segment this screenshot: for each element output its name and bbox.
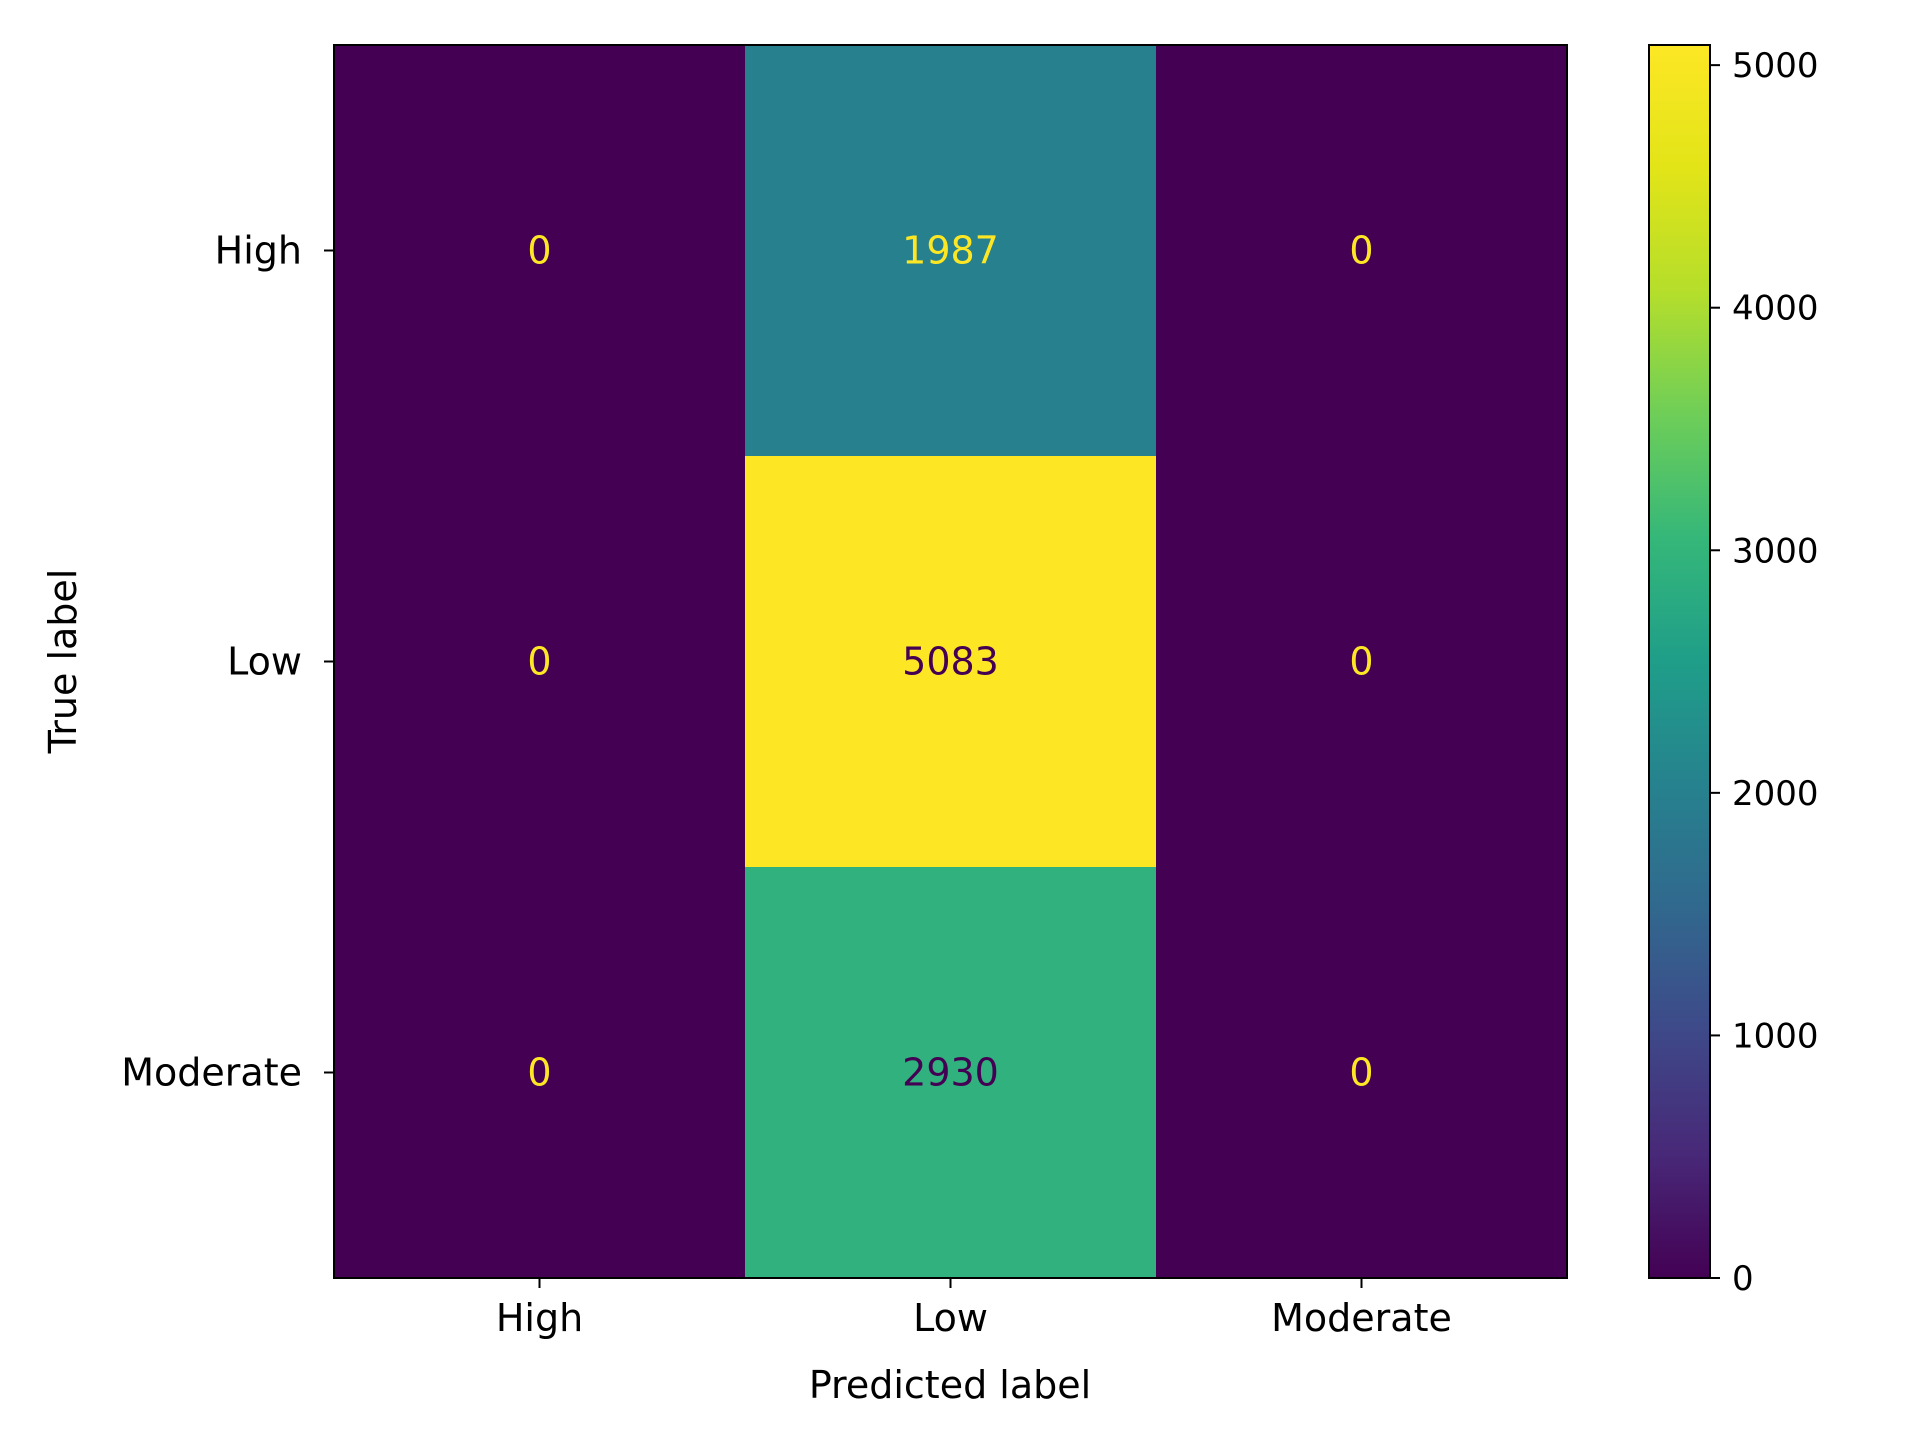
cell-value-label: 2930 — [902, 1051, 999, 1095]
cell-value-label: 5083 — [902, 640, 999, 684]
cell-value-label: 0 — [527, 640, 551, 684]
colorbar: 0 1000 2000 3000 4000 5000 — [1648, 44, 1819, 1299]
colorbar-gradient — [1648, 44, 1711, 1279]
colorbar-tick-label: 4000 — [1732, 289, 1819, 329]
y-axis-title: True label — [41, 569, 85, 755]
colorbar-tick-label: 1000 — [1732, 1016, 1819, 1056]
heatmap-cell — [334, 456, 746, 868]
heatmap-cell — [745, 45, 1157, 457]
x-tick-label: Low — [913, 1296, 988, 1340]
y-tick-label: Moderate — [121, 1051, 302, 1095]
heatmap-cell — [334, 867, 746, 1279]
y-axis: High Low Moderate — [121, 229, 334, 1095]
heatmap-cell — [745, 456, 1157, 868]
x-tick-label: High — [496, 1296, 583, 1340]
heatmap-cells: 0 1987 0 0 5083 0 0 2930 0 — [334, 45, 1568, 1279]
colorbar-tick-label: 3000 — [1732, 531, 1819, 571]
cell-value-label: 0 — [1349, 640, 1373, 684]
y-tick-label: High — [215, 229, 302, 273]
cell-value-label: 0 — [1349, 229, 1373, 273]
heatmap-cell — [1156, 456, 1568, 868]
y-tick-label: Low — [227, 640, 302, 684]
x-tick-label: Moderate — [1271, 1296, 1452, 1340]
cell-value-label: 1987 — [902, 229, 999, 273]
colorbar-tick-label: 0 — [1732, 1259, 1754, 1299]
heatmap-cell — [1156, 45, 1568, 457]
cell-value-label: 0 — [527, 229, 551, 273]
x-axis: High Low Moderate — [496, 1278, 1452, 1340]
colorbar-ticks: 0 1000 2000 3000 4000 5000 — [1710, 46, 1819, 1299]
heatmap-cell — [1156, 867, 1568, 1279]
x-axis-title: Predicted label — [809, 1363, 1091, 1407]
heatmap-cell — [745, 867, 1157, 1279]
colorbar-tick-label: 2000 — [1732, 774, 1819, 814]
heatmap-cell — [334, 45, 746, 457]
colorbar-tick-label: 5000 — [1732, 46, 1819, 86]
cell-value-label: 0 — [527, 1051, 551, 1095]
cell-value-label: 0 — [1349, 1051, 1373, 1095]
